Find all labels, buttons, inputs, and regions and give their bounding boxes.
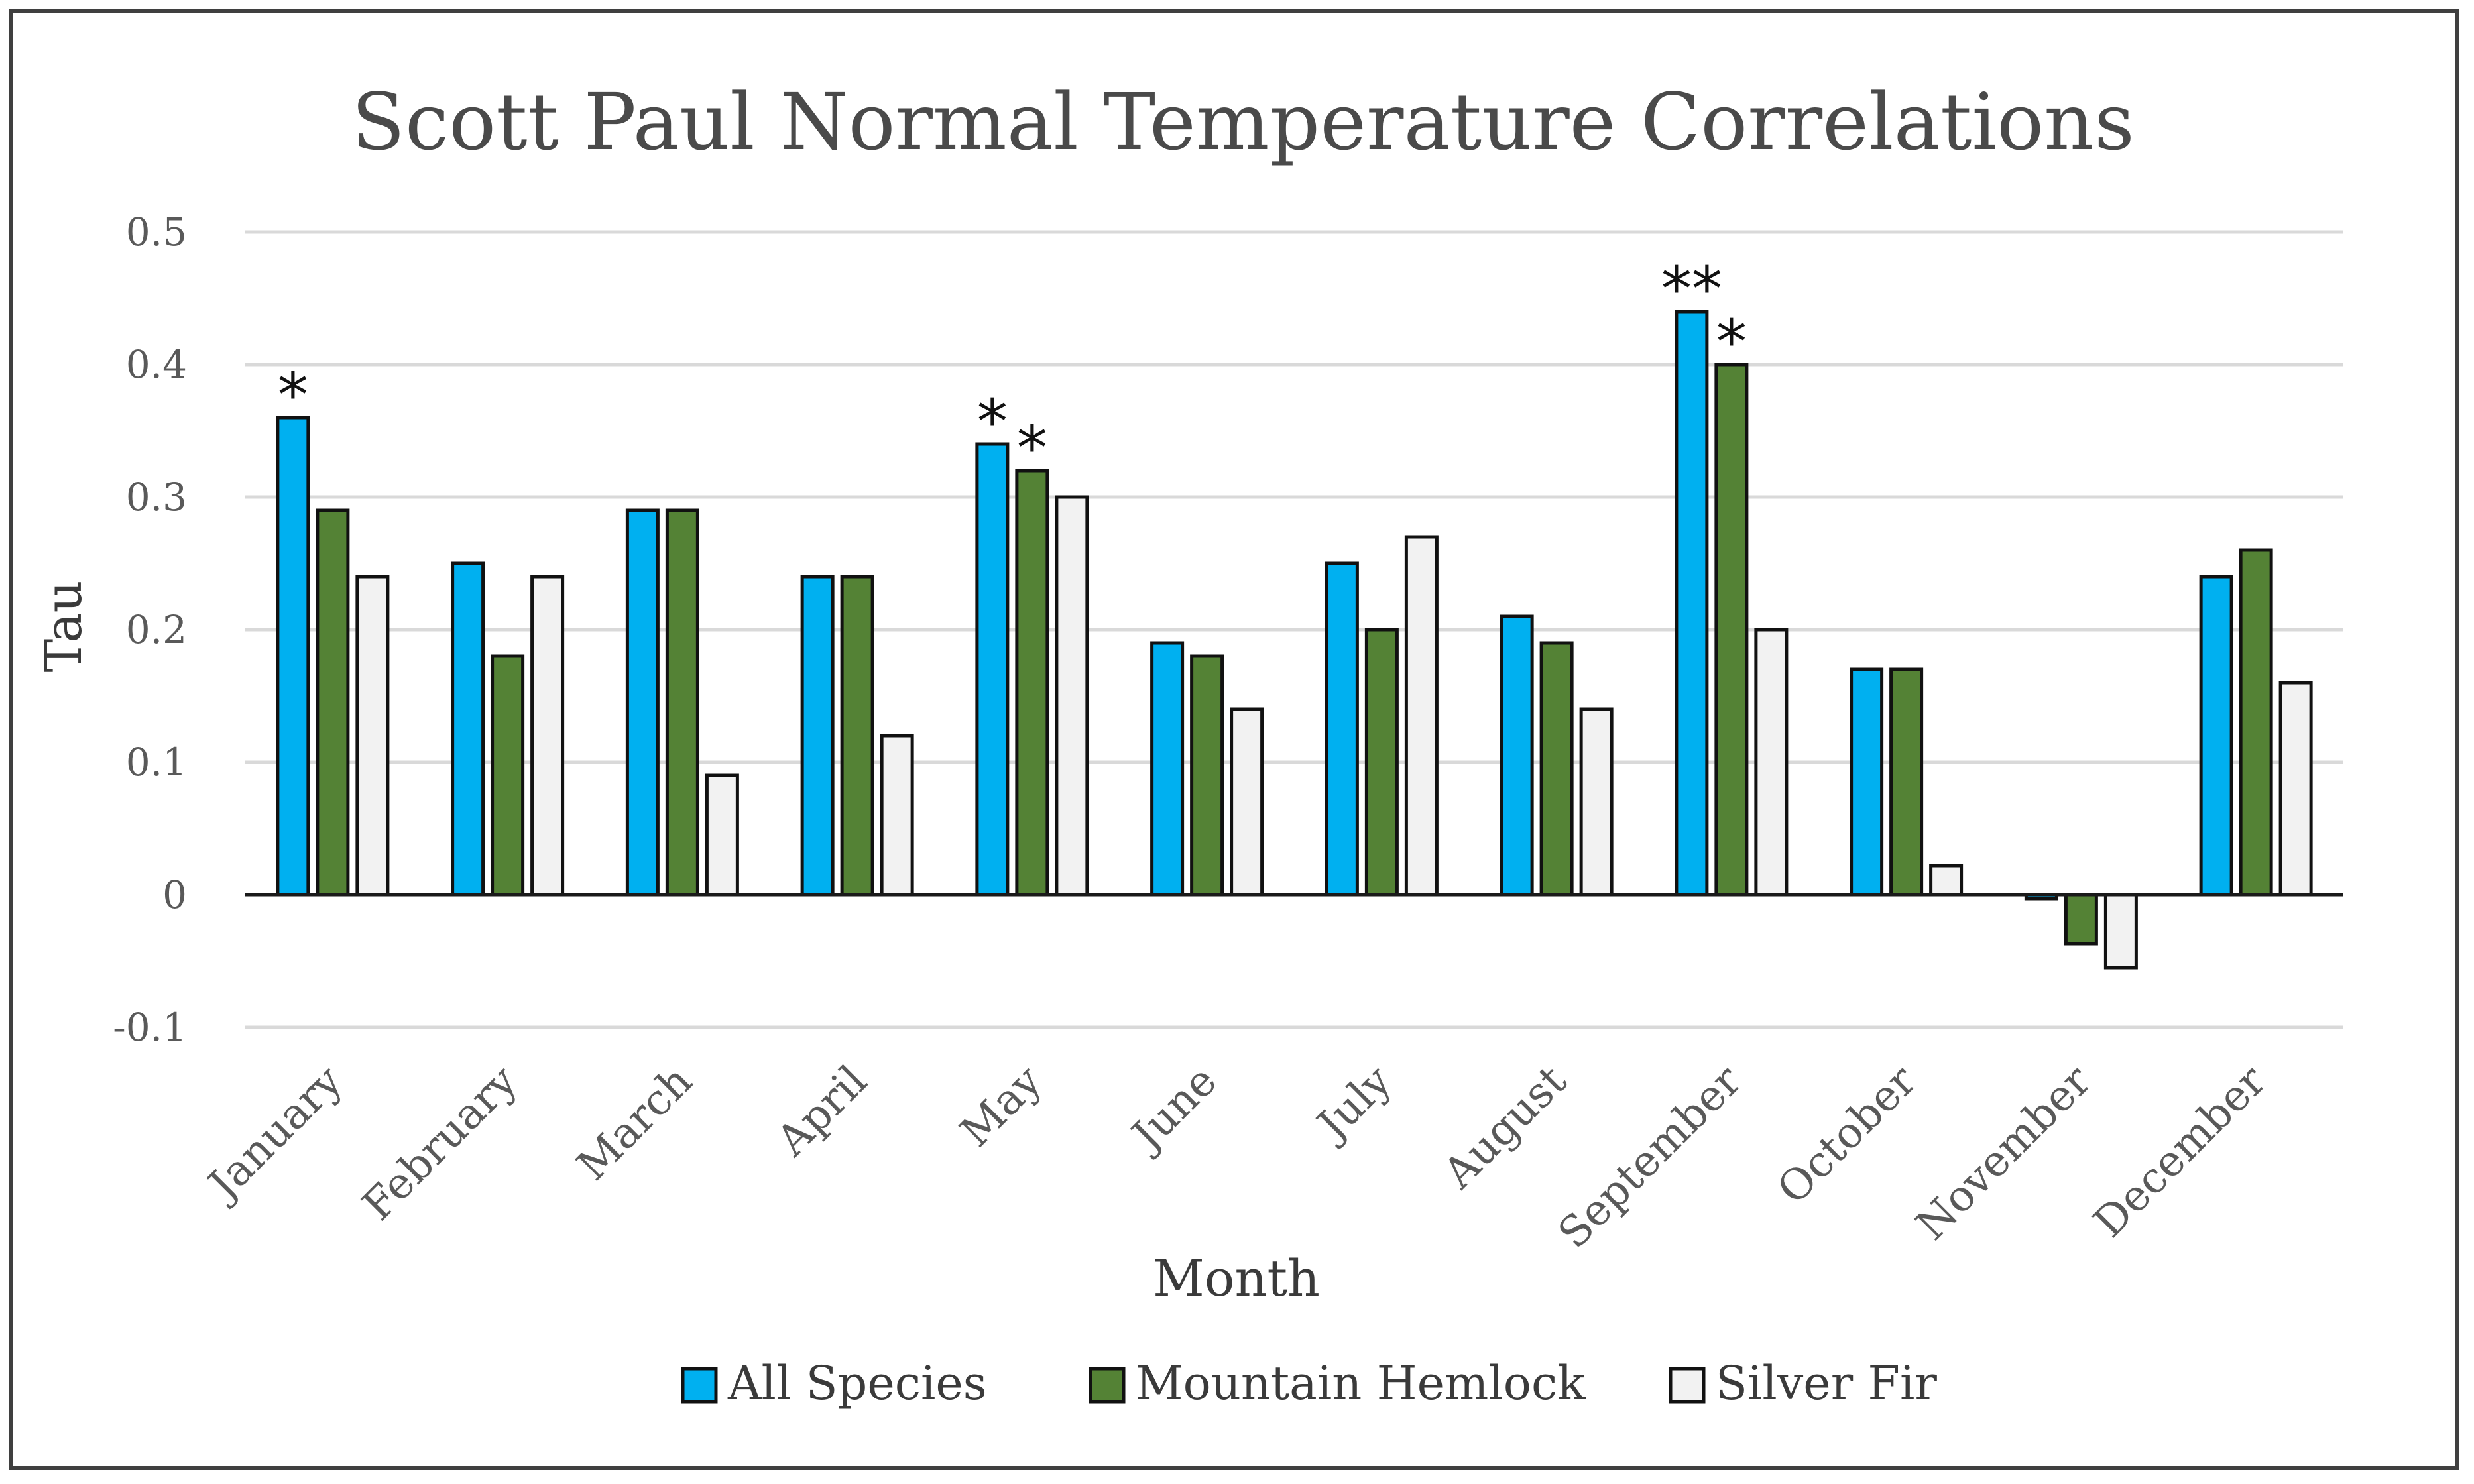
x-category-label: June bbox=[1120, 1056, 1226, 1163]
legend-swatch bbox=[1089, 1367, 1126, 1404]
legend-label: Mountain Hemlock bbox=[1136, 1356, 1586, 1410]
x-category-label: March bbox=[568, 1056, 702, 1190]
bar-all-species bbox=[1850, 667, 1884, 897]
bar-all-species bbox=[2199, 575, 2233, 897]
bar-all-species bbox=[276, 416, 310, 897]
bar-mountain-hemlock bbox=[2064, 893, 2098, 946]
bar-silver-fir bbox=[355, 575, 390, 897]
bar-mountain-hemlock bbox=[1015, 469, 1049, 897]
bar-silver-fir bbox=[1929, 864, 1964, 897]
x-category-label: January bbox=[197, 1056, 352, 1212]
bar-silver-fir bbox=[530, 575, 565, 897]
bars bbox=[276, 310, 2313, 970]
bar-mountain-hemlock bbox=[1190, 654, 1224, 897]
bar-silver-fir bbox=[2103, 893, 2138, 970]
x-category-label: December bbox=[2085, 1056, 2276, 1247]
legend-swatch bbox=[1669, 1367, 1706, 1404]
x-category-label: November bbox=[1907, 1056, 2101, 1250]
bar-mountain-hemlock bbox=[1714, 363, 1749, 897]
x-axis-title: Month bbox=[1153, 1249, 1320, 1308]
chart-svg: Scott Paul Normal Temperature Correlatio… bbox=[34, 76, 2343, 1410]
bar-mountain-hemlock bbox=[1539, 641, 1574, 897]
y-tick-label: -0.1 bbox=[113, 1005, 187, 1050]
x-category-label: April bbox=[767, 1056, 876, 1166]
legend-label: Silver Fir bbox=[1716, 1356, 1937, 1410]
y-axis-title: Tau bbox=[34, 580, 93, 672]
y-tick-label: 0.2 bbox=[126, 607, 187, 652]
bar-all-species bbox=[1325, 561, 1359, 897]
legend: All Species Mountain Hemlock Silver Fir bbox=[681, 1356, 1937, 1410]
legend-swatch bbox=[681, 1367, 718, 1404]
bar-mountain-hemlock bbox=[665, 508, 699, 897]
bar-silver-fir bbox=[1404, 535, 1439, 897]
bar-all-species bbox=[1500, 614, 1534, 897]
x-category-label: August bbox=[1434, 1056, 1576, 1199]
y-tick-label: 0 bbox=[162, 872, 187, 917]
bar-all-species bbox=[451, 561, 485, 897]
bar-mountain-hemlock bbox=[1889, 667, 1924, 897]
bar-silver-fir bbox=[1754, 628, 1789, 897]
gridlines bbox=[245, 230, 2343, 1029]
x-category-label: May bbox=[951, 1056, 1051, 1157]
significance-marker: * bbox=[1716, 307, 1747, 378]
legend-label: All Species bbox=[727, 1356, 987, 1410]
x-category-label: September bbox=[1549, 1056, 1751, 1259]
bar-silver-fir bbox=[1230, 707, 1264, 897]
bar-silver-fir bbox=[1055, 495, 1089, 897]
bar-silver-fir bbox=[2278, 681, 2313, 897]
y-tick-label: 0.3 bbox=[126, 475, 187, 520]
significance-marker: * bbox=[977, 386, 1008, 457]
x-category-label: July bbox=[1306, 1056, 1401, 1152]
y-tick-label: 0.4 bbox=[126, 342, 187, 387]
bar-mountain-hemlock bbox=[2239, 548, 2273, 897]
significance-marker: ** bbox=[1661, 254, 1722, 325]
chart-title: Scott Paul Normal Temperature Correlatio… bbox=[351, 76, 2135, 168]
bar-mountain-hemlock bbox=[1364, 628, 1399, 897]
bar-all-species bbox=[800, 575, 835, 897]
bar-silver-fir bbox=[705, 773, 739, 897]
y-axis-ticks: 0.5 0.4 0.3 0.2 0.1 0 -0.1 bbox=[113, 209, 187, 1050]
bar-silver-fir bbox=[880, 734, 914, 897]
bar-mountain-hemlock bbox=[491, 654, 525, 897]
bar-all-species bbox=[1675, 310, 1709, 897]
x-category-label: February bbox=[353, 1056, 527, 1230]
significance-marker: * bbox=[1017, 413, 1047, 484]
significance-markers: * * **** bbox=[278, 254, 1747, 484]
x-axis-category-labels: January February March April May June July Augu… bbox=[197, 1056, 2276, 1259]
x-category-label: October bbox=[1768, 1056, 1926, 1214]
chart-frame: Scott Paul Normal Temperature Correlatio… bbox=[9, 9, 2459, 1470]
y-tick-label: 0.5 bbox=[126, 209, 187, 255]
bar-all-species bbox=[625, 508, 660, 897]
bar-silver-fir bbox=[1579, 707, 1614, 897]
bar-mountain-hemlock bbox=[316, 508, 350, 897]
bar-mountain-hemlock bbox=[840, 575, 874, 897]
significance-marker: * bbox=[278, 360, 308, 431]
bar-all-species bbox=[975, 442, 1010, 897]
bar-all-species bbox=[1150, 641, 1185, 897]
y-tick-label: 0.1 bbox=[126, 740, 187, 785]
